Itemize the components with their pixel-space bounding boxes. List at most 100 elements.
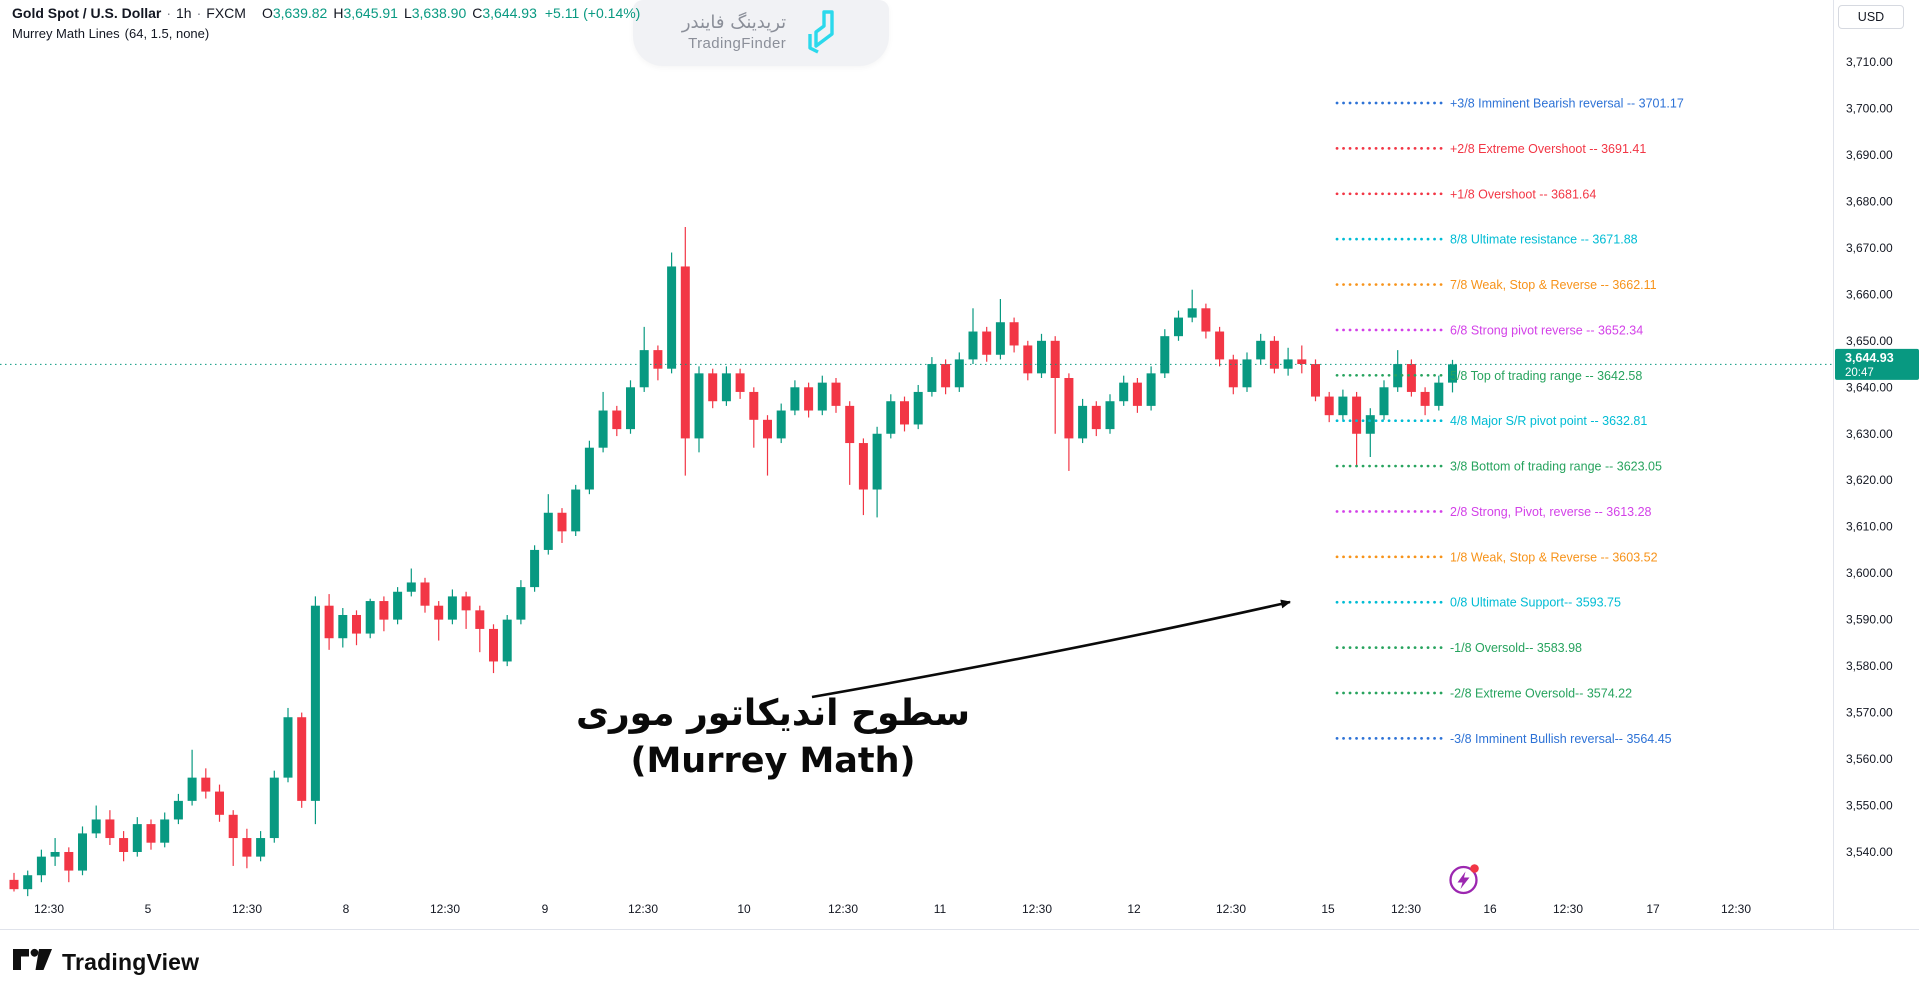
indicator-params: (64, 1.5, none): [124, 26, 210, 41]
candle-body: [872, 433, 882, 490]
candle-body: [1132, 382, 1142, 406]
axes-layer[interactable]: 3,710.00 3,700.00 3,690.00 3,680.00 3,670.00…: [0, 0, 1919, 930]
candle-body: [447, 596, 457, 620]
murrey-level-label: 5/8 Top of trading range -- 3642.58: [1450, 369, 1642, 383]
murrey-level-label: 8/8 Ultimate resistance -- 3671.88: [1450, 233, 1638, 247]
candle-body: [119, 838, 129, 852]
candle-body: [612, 410, 622, 430]
close-label: C: [472, 5, 483, 21]
candle-body: [968, 331, 978, 360]
candle-body: [1037, 340, 1046, 374]
candle-body: [475, 610, 485, 629]
candle-body: [817, 382, 827, 411]
candle-body: [1078, 405, 1088, 439]
time-tick-label: 15: [1321, 902, 1335, 916]
candle-body: [1023, 345, 1033, 374]
candle-body: [215, 791, 224, 815]
current-price-badge-time: 20:47: [1845, 367, 1874, 379]
murrey-level-label: 0/8 Ultimate Support-- 3593.75: [1450, 596, 1621, 610]
candle-body: [228, 814, 238, 839]
price-scale[interactable]: 3,710.00 3,700.00 3,690.00 3,680.00 3,670.00…: [1846, 55, 1893, 859]
candle-body: [1393, 364, 1403, 388]
candle-body: [516, 587, 526, 620]
candle-body: [543, 512, 553, 550]
price-tick-label: 3,610.00: [1846, 520, 1893, 534]
candle-body: [64, 851, 74, 871]
candle-body: [571, 489, 581, 532]
indicator-name[interactable]: Murrey Math Lines: [12, 26, 120, 41]
candle-body: [598, 410, 608, 448]
candle-body: [913, 391, 923, 425]
candle-body: [1105, 401, 1115, 430]
candle-body: [995, 322, 1005, 355]
candle-body: [858, 443, 868, 490]
tradingview-logo-icon: [13, 947, 53, 977]
candle-body: [1297, 359, 1307, 365]
price-tick-label: 3,690.00: [1846, 148, 1893, 162]
candle-body: [1420, 391, 1430, 406]
indicator-row[interactable]: Murrey Math Lines (64, 1.5, none): [12, 26, 209, 41]
candle-body: [310, 605, 320, 801]
candle-body: [694, 373, 704, 439]
candle-body: [420, 582, 430, 606]
price-tick-label: 3,580.00: [1846, 659, 1893, 673]
candle-body: [1365, 415, 1375, 434]
candle-body: [626, 387, 635, 430]
price-tick-label: 3,560.00: [1846, 752, 1893, 766]
candle-body: [297, 717, 307, 801]
candle-body: [352, 614, 361, 634]
candle-body: [886, 401, 896, 434]
session-timer-icon[interactable]: [1446, 861, 1484, 899]
candle-body: [242, 838, 252, 857]
price-tick-label: 3,590.00: [1846, 613, 1893, 627]
murrey-level-label: 3/8 Bottom of trading range -- 3623.05: [1450, 460, 1662, 474]
watermark-brand-english: TradingFinder: [688, 34, 787, 52]
time-tick-label: 11: [934, 902, 947, 916]
tradingview-footer-logo[interactable]: TradingView: [13, 947, 199, 977]
price-tick-label: 3,640.00: [1846, 380, 1893, 394]
candle-body: [105, 819, 115, 839]
candle-body: [160, 819, 170, 843]
candle-body: [365, 601, 375, 634]
time-tick-label: 12:30: [1391, 902, 1421, 916]
candle-body: [1064, 377, 1074, 439]
candle-body: [187, 777, 197, 801]
time-tick-label: 12:30: [1022, 902, 1052, 916]
change-value: +5.11 (+0.14%): [544, 5, 641, 21]
candle-body: [269, 777, 279, 839]
time-tick-label: 12:30: [232, 902, 262, 916]
time-scale[interactable]: 12:30 5 12:30 8 12:30 9 12:30 10 12:30 11 12:30 12 1…: [34, 902, 1751, 916]
candle-body: [36, 856, 46, 876]
timeframe-label[interactable]: 1h: [176, 5, 192, 21]
price-tick-label: 3,550.00: [1846, 799, 1893, 813]
candle-body: [680, 266, 690, 439]
symbol-title[interactable]: Gold Spot / U.S. Dollar: [12, 5, 162, 21]
close-value: 3,644.93: [482, 5, 537, 21]
time-tick-label: 12:30: [1721, 902, 1751, 916]
candle-body: [393, 591, 403, 620]
time-tick-label: 12: [1127, 902, 1141, 916]
candle-body: [23, 875, 33, 890]
low-label: L: [403, 5, 412, 21]
high-value: 3,645.91: [343, 5, 398, 21]
candle-body: [1091, 405, 1101, 430]
candle-body: [1269, 340, 1279, 369]
current-price-badge: [1835, 348, 1919, 380]
murrey-level-label: 1/8 Weak, Stop & Reverse -- 3603.52: [1450, 550, 1658, 564]
annotation-line1-farsi: سطوح اندیکاتور موری: [575, 693, 971, 734]
currency-usd-button[interactable]: USD: [1838, 5, 1904, 29]
price-tick-label: 3,660.00: [1846, 287, 1893, 301]
candle-body: [1311, 364, 1320, 397]
murrey-level-label: +2/8 Extreme Overshoot -- 3691.41: [1450, 142, 1646, 156]
murrey-level-label: -1/8 Oversold-- 3583.98: [1450, 641, 1582, 655]
candle-body: [1009, 322, 1019, 346]
candle-body: [639, 350, 649, 388]
candle-body: [982, 331, 992, 355]
price-tick-label: 3,650.00: [1846, 334, 1893, 348]
candle-body: [201, 777, 211, 792]
symbol-info-bar[interactable]: Gold Spot / U.S. Dollar · 1h · FXCM O3,639.82…: [12, 5, 640, 21]
price-tick-label: 3,630.00: [1846, 427, 1893, 441]
candle-body: [461, 596, 471, 611]
